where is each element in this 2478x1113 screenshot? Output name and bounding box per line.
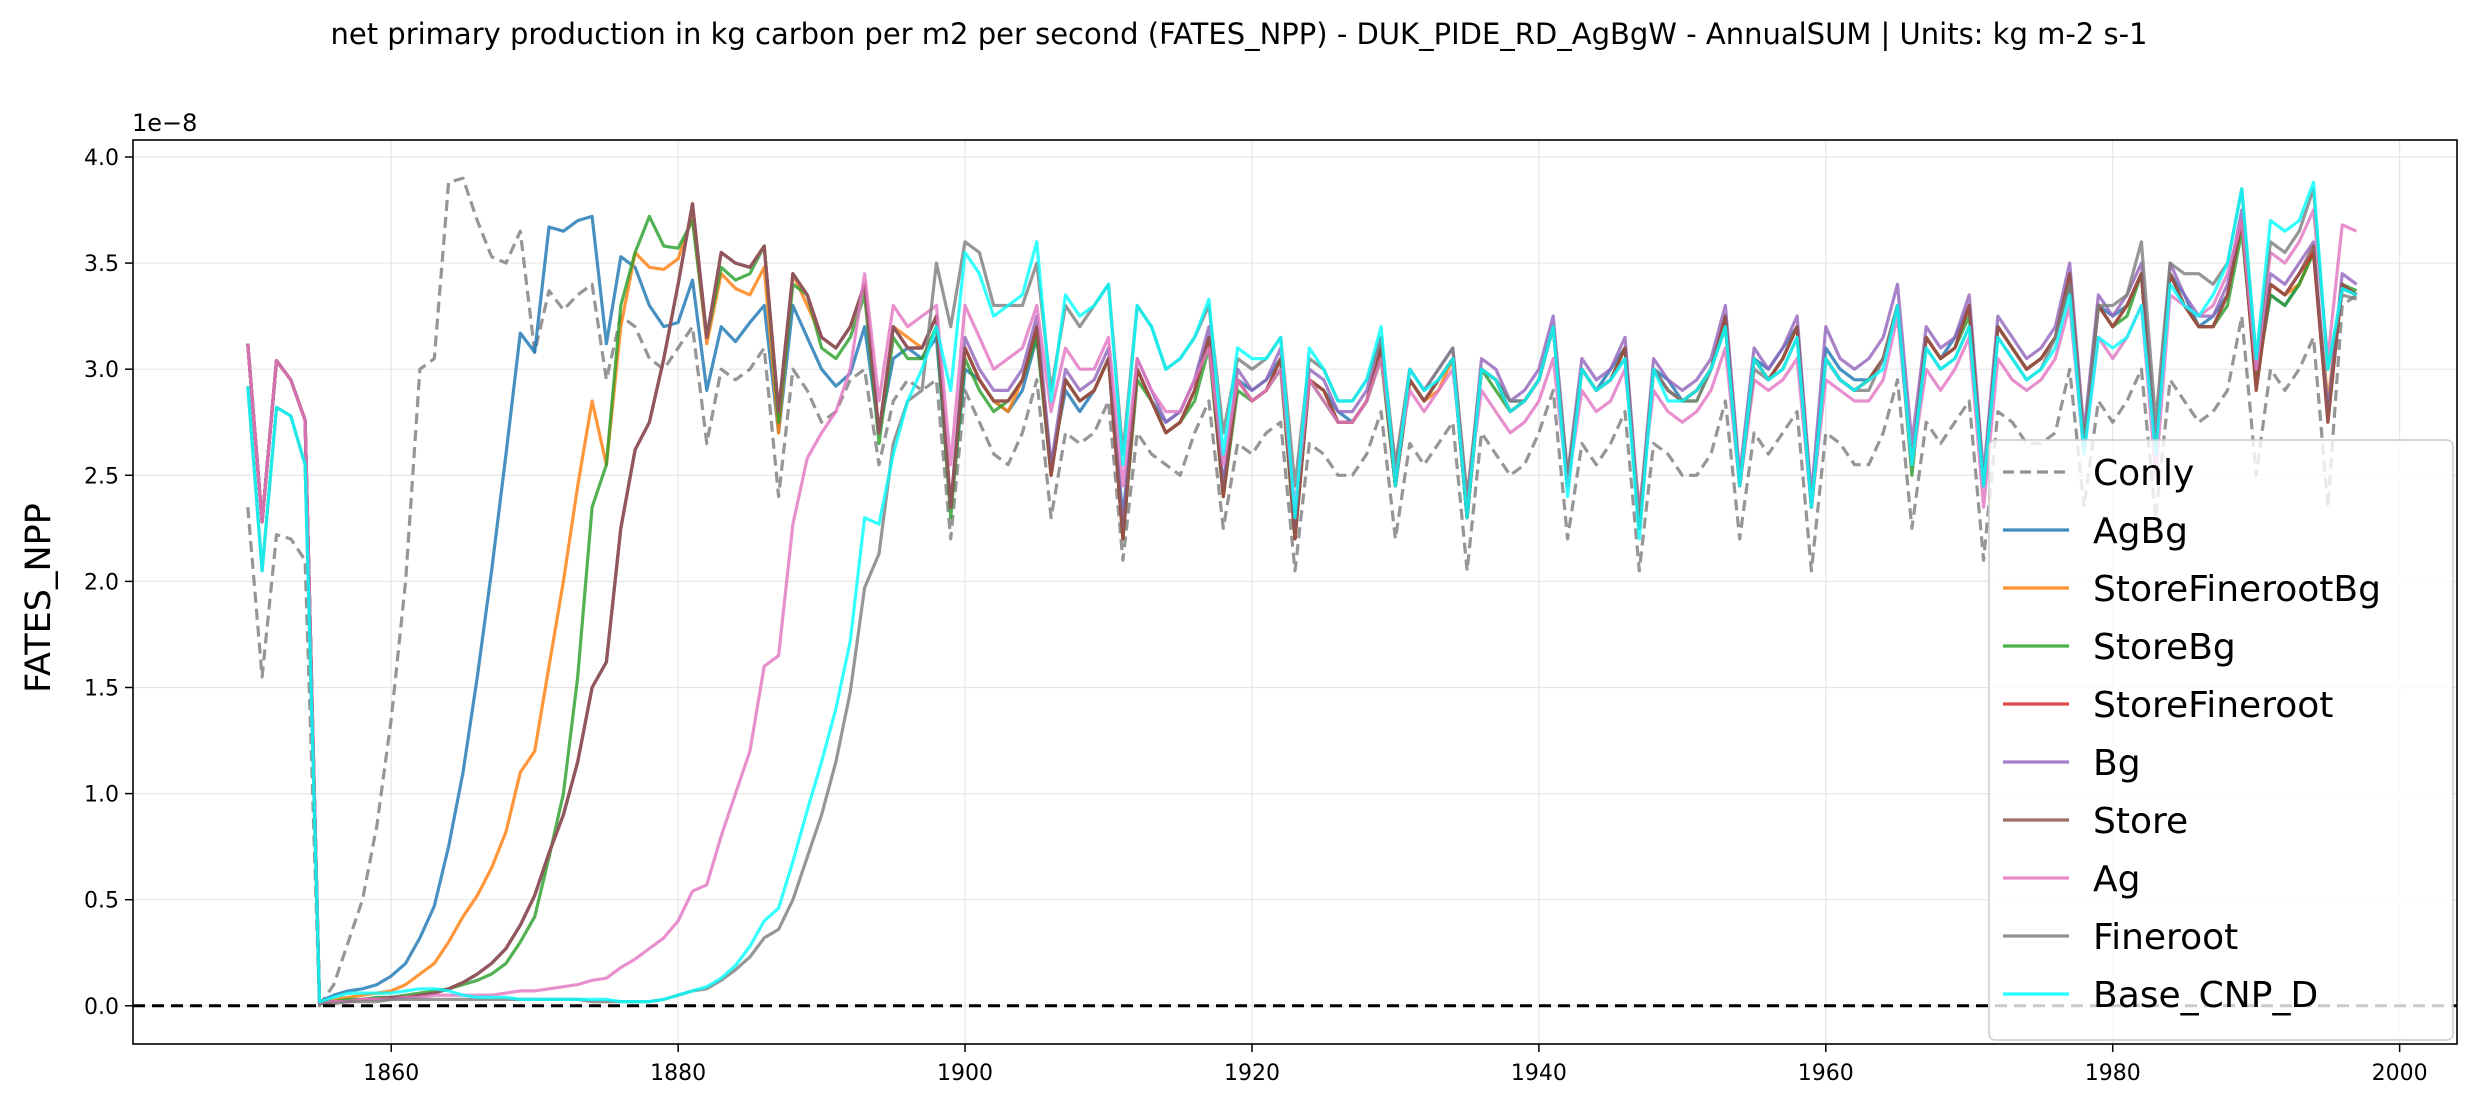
x-tick-label: 1880: [650, 1061, 706, 1086]
y-tick-label: 3.5: [84, 252, 119, 277]
y-tick-label: 2.5: [84, 464, 119, 489]
x-tick-label: 1900: [937, 1061, 993, 1086]
legend-label-storefinerootbg: StoreFinerootBg: [2093, 569, 2381, 610]
series-line-store: [246, 202, 2358, 1006]
chart-title: net primary production in kg carbon per …: [330, 17, 2147, 51]
legend-label-fineroot: Fineroot: [2093, 917, 2238, 958]
plot-frame: [132, 139, 2458, 1045]
y-axis-offset-label: 1e−8: [132, 109, 197, 137]
legend-label-base-cnp-d: Base_CNP_D: [2093, 975, 2318, 1016]
y-tick-label: 3.0: [84, 358, 119, 383]
series-line-base-cnp-d: [246, 180, 2358, 1004]
axis-ticks: 1860 1880 1900 1920 1940 1960 1980 2000 0.0 0.5 1.…: [84, 146, 2428, 1086]
x-tick-label: 1960: [1798, 1061, 1854, 1086]
x-tick-label: 1920: [1224, 1061, 1280, 1086]
legend: ConlyAgBgStoreFinerootBgStoreBgStoreFine…: [1988, 439, 2454, 1041]
x-tick-label: 1940: [1511, 1061, 1567, 1086]
y-tick-label: 0.5: [84, 889, 119, 914]
legend-label-agbg: AgBg: [2093, 511, 2188, 552]
y-tick-label: 1.0: [84, 783, 119, 808]
legend-label-store: Store: [2093, 801, 2188, 842]
legend-label-conly: Conly: [2093, 453, 2194, 494]
y-tick-label: 0.0: [84, 995, 119, 1020]
y-tick-label: 4.0: [84, 146, 119, 171]
y-tick-label: 1.5: [84, 676, 119, 701]
y-axis-label: FATES_NPP: [19, 503, 59, 693]
series-lines: [246, 176, 2358, 1008]
x-tick-label: 1980: [2085, 1061, 2141, 1086]
legend-box: [1988, 439, 2454, 1041]
legend-label-bg: Bg: [2093, 743, 2141, 784]
legend-label-storefineroot: StoreFineroot: [2093, 685, 2333, 726]
x-tick-label: 2000: [2372, 1061, 2428, 1086]
x-tick-label: 1860: [363, 1061, 419, 1086]
legend-label-ag: Ag: [2093, 859, 2140, 900]
y-tick-label: 2.0: [84, 570, 119, 595]
legend-label-storebg: StoreBg: [2093, 627, 2236, 668]
